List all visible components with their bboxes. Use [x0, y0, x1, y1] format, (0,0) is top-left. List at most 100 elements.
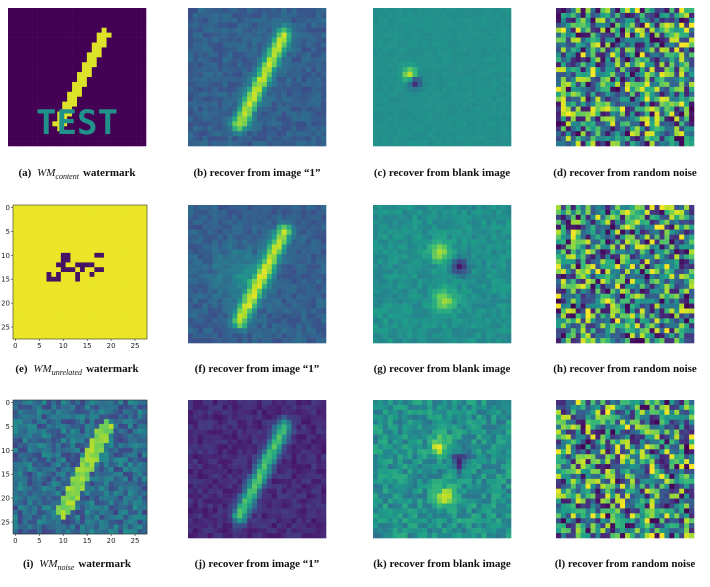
pixel	[501, 27, 507, 33]
pixel	[501, 52, 507, 58]
pixel	[481, 101, 487, 107]
pixel	[610, 101, 616, 107]
pixel	[556, 72, 562, 78]
pixel	[316, 249, 322, 255]
pixel	[266, 234, 273, 240]
pixel	[316, 209, 322, 216]
pixel	[306, 77, 312, 83]
pixel	[227, 328, 233, 334]
pixel	[60, 219, 66, 225]
pixel	[84, 319, 90, 325]
pixel	[311, 47, 317, 53]
pixel	[136, 52, 142, 58]
pixel	[131, 136, 137, 142]
pixel	[232, 205, 238, 211]
pixel	[556, 22, 562, 29]
pixel	[501, 219, 507, 226]
pixel	[412, 224, 418, 230]
pixel	[471, 72, 477, 78]
pixel	[113, 276, 119, 282]
pixel	[17, 267, 23, 273]
pixel	[392, 96, 398, 102]
pixel	[392, 32, 398, 38]
pixel	[402, 136, 408, 142]
pixel	[639, 62, 646, 68]
pixel	[387, 141, 394, 147]
pixel	[644, 57, 650, 63]
pixel	[217, 269, 223, 275]
pixel	[17, 257, 23, 263]
pixel	[202, 308, 209, 314]
pixel	[417, 101, 423, 107]
pixel	[27, 300, 33, 306]
pixel	[437, 234, 443, 240]
pixel	[132, 224, 138, 230]
pixel	[481, 12, 487, 19]
pixel	[387, 27, 394, 33]
pixel	[113, 205, 119, 211]
pixel	[311, 283, 317, 290]
pixel	[437, 77, 443, 83]
x-tick-label: 10	[59, 342, 68, 350]
pixel	[13, 286, 19, 292]
pixel	[580, 27, 586, 33]
pixel	[610, 57, 616, 63]
pixel	[202, 32, 209, 38]
pixel	[137, 310, 143, 316]
pixel	[126, 37, 132, 43]
pixel	[580, 101, 586, 107]
pixel	[286, 224, 292, 230]
pixel	[634, 91, 641, 98]
pixel	[8, 72, 14, 78]
pixel	[247, 116, 253, 122]
pixel	[684, 27, 690, 33]
pixel	[575, 47, 581, 53]
pixel	[427, 239, 433, 245]
pixel	[47, 47, 53, 53]
pixel	[136, 91, 142, 98]
pixel	[610, 72, 616, 78]
pixel	[99, 300, 105, 306]
pixel	[67, 27, 73, 33]
pixel	[311, 303, 317, 309]
pixel	[32, 276, 38, 282]
pixel	[80, 329, 86, 335]
pixel	[456, 91, 463, 98]
pixel	[192, 86, 199, 93]
pixel	[321, 77, 327, 83]
pixel	[207, 278, 213, 285]
pixel	[70, 248, 76, 254]
pixel	[271, 269, 278, 275]
pixel	[476, 62, 482, 68]
pixel	[373, 229, 379, 235]
pixel	[192, 313, 199, 319]
pixel	[126, 47, 132, 53]
pixel	[32, 72, 38, 78]
pixel	[212, 57, 218, 63]
pixel	[132, 272, 138, 278]
pixel	[222, 298, 228, 304]
pixel	[42, 72, 48, 78]
pixel	[629, 17, 636, 24]
pixel	[123, 209, 129, 215]
pixel	[506, 224, 512, 230]
pixel	[281, 106, 287, 112]
pixel	[22, 86, 29, 93]
pixel	[446, 106, 453, 112]
pixel	[257, 298, 263, 304]
pixel	[382, 209, 389, 216]
pixel	[12, 52, 19, 58]
pixel	[212, 81, 218, 88]
pixel	[99, 334, 105, 340]
pixel	[471, 77, 477, 83]
pixel	[121, 8, 127, 14]
pixel	[8, 116, 14, 122]
pixel	[89, 276, 95, 282]
pixel	[595, 22, 601, 29]
pixel	[232, 52, 238, 58]
pixel	[432, 62, 438, 68]
pixel	[60, 291, 66, 297]
pixel	[242, 96, 248, 102]
pixel	[276, 121, 282, 127]
pixel	[217, 47, 223, 53]
